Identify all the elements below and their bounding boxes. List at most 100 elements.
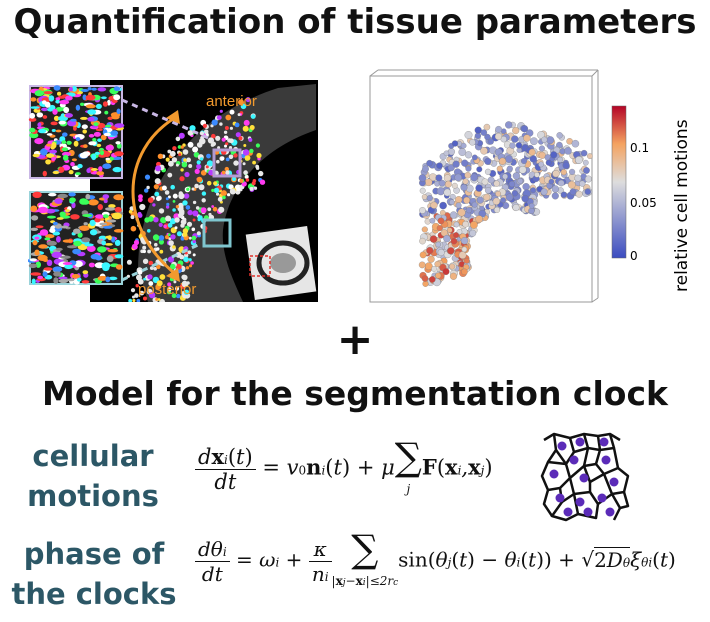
texture-dot [42,271,48,277]
texture-dot [56,217,64,220]
cell-point [422,165,429,173]
texture-dot [114,151,124,157]
cell-point [557,179,565,187]
texture-dot [105,235,111,239]
tissue-cell [196,231,201,236]
cell-point [455,196,463,204]
texture-dot [52,231,61,236]
tissue-cell [175,205,179,209]
tissue-cell [186,221,193,227]
cell-point [431,266,437,272]
cell-point [487,176,495,184]
texture-dot [59,100,70,105]
texture-dot [70,162,75,167]
cell-point [538,145,545,152]
texture-dot [100,134,107,141]
tissue-cell [178,212,184,218]
tissue-cell [249,125,255,130]
texture-dot [104,110,109,115]
cell-point [505,121,513,129]
tissue-cell [158,208,165,214]
tissue-cell [175,263,182,270]
tissue-cell [245,97,251,103]
cell-point [515,142,523,149]
texture-dot [105,157,110,161]
texture-dot [42,115,48,119]
tissue-cell [217,196,223,202]
tissue-cell [243,144,247,147]
tissue-cell [158,239,164,245]
texture-dot [93,122,99,127]
texture-dot [34,90,44,97]
cell-point [436,162,443,169]
texture-dot [71,158,77,162]
texture-dot [85,193,91,200]
tissue-cell [202,123,207,128]
tissue-cell [238,99,244,106]
tissue-cell [255,164,260,169]
cell-point [462,178,469,185]
texture-dot [102,214,109,219]
tissue-cell [256,152,262,159]
texture-dot [30,227,39,231]
texture-dot [100,150,104,156]
texture-dot [29,258,37,262]
tissue-cell [156,264,161,270]
tissue-cell [207,207,212,212]
tissue-cell [148,291,156,299]
tissue-cell [178,132,185,139]
texture-dot [97,138,102,142]
cell-point [512,204,520,212]
texture-dot [71,274,80,279]
texture-dot [92,138,97,142]
texture-dot [52,266,63,272]
colorbar-tick-2: 0 [630,249,638,263]
texture-dot [102,225,113,229]
tissue-cell [165,157,170,162]
tissue-cell [210,124,214,128]
cell-point [424,178,433,187]
texture-dot [79,198,88,205]
tissue-cell [126,259,132,265]
voronoi-diagram [540,432,630,522]
tissue-cell [215,135,221,141]
tissue-cell [175,163,179,167]
cell-point [449,272,458,280]
cell-point [520,157,528,165]
texture-dot [71,85,77,92]
cell-points [418,121,593,287]
tissue-cell [188,236,192,240]
cell-point [584,188,591,195]
tissue-cell [154,191,160,197]
texture-dot [29,132,39,139]
texture-dot [61,140,67,144]
cell-point [518,166,527,174]
row-label-phase-of-clocks: phase of the clocks [8,534,180,614]
texture-dot [41,107,49,112]
texture-dot [111,114,120,120]
tissue-cell [147,197,154,203]
texture-dot [105,144,115,151]
texture-dot [62,239,73,243]
cell-point [463,196,471,204]
texture-dot [108,276,118,281]
texture-dot [46,153,55,158]
cell-point [427,255,435,263]
texture-dot [55,247,63,251]
tissue-cell [168,237,172,241]
tissue-cell [191,235,197,241]
texture-dot [105,124,112,128]
tissue-cell [224,144,227,148]
texture-dot [44,237,51,241]
texture-dot [82,151,91,157]
texture-dot [91,87,97,91]
texture-dot [73,240,82,247]
texture-dot [81,124,88,129]
tissue-cell [222,195,226,200]
texture-dot [101,240,106,246]
cell-point [534,172,540,178]
texture-dot [81,280,90,284]
texture-dot [28,263,38,269]
cell-point [435,174,443,182]
texture-dot [61,147,69,152]
